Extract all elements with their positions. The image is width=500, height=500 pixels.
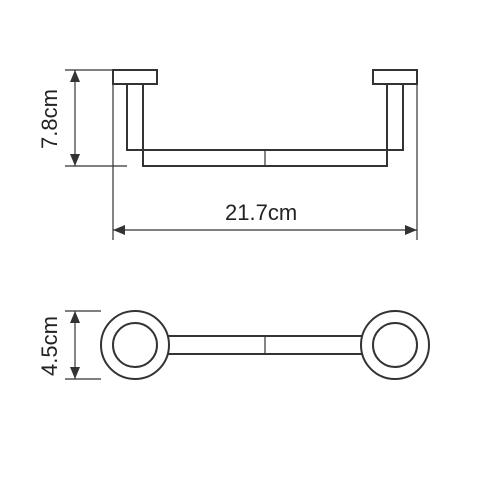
dimension-width-label: 21.7cm: [225, 200, 297, 226]
drawing-svg: [0, 0, 500, 500]
dimension-depth-label: 4.5cm: [37, 316, 63, 376]
technical-drawing: 21.7cm 7.8cm 4.5cm: [0, 0, 500, 500]
dimension-height-label: 7.8cm: [37, 89, 63, 149]
